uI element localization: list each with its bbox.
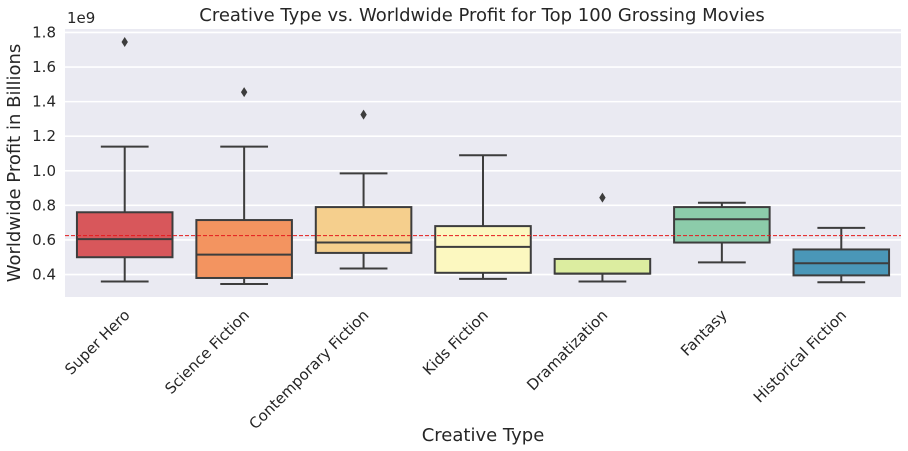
outlier-marker bbox=[240, 87, 248, 98]
x-tick-label: Historical Fiction bbox=[750, 306, 850, 406]
box-group-dramatization bbox=[553, 192, 652, 283]
y-tick-label: 1.2 bbox=[32, 127, 56, 145]
y-tick-labels: 0.4 0.6 0.8 1.0 1.2 1.4 1.6 1.8 bbox=[32, 23, 56, 283]
x-axis-label: Creative Type bbox=[422, 425, 545, 446]
boxes bbox=[75, 36, 891, 286]
y-tick-label: 1.4 bbox=[32, 93, 56, 111]
y-offset-label: 1e9 bbox=[67, 9, 95, 27]
x-tick-label: Contemporary Fiction bbox=[246, 306, 373, 433]
y-tick-label: 1.6 bbox=[32, 58, 56, 76]
box bbox=[75, 211, 174, 259]
x-tick-label: Super Hero bbox=[61, 306, 133, 378]
box-group-science-fiction bbox=[195, 87, 293, 286]
box bbox=[553, 257, 652, 275]
outlier-marker bbox=[360, 109, 367, 120]
chart-title: Creative Type vs. Worldwide Profit for T… bbox=[199, 5, 765, 26]
y-tick-label: 1.8 bbox=[32, 23, 56, 41]
outlier-marker bbox=[121, 36, 128, 47]
box-group-contemporary-fiction bbox=[314, 109, 413, 270]
box bbox=[673, 206, 771, 244]
box-group-fantasy bbox=[673, 201, 771, 264]
x-tick-label: Science Fiction bbox=[161, 306, 253, 398]
box bbox=[314, 206, 413, 254]
box-group-super-hero bbox=[75, 36, 174, 283]
box bbox=[434, 225, 532, 274]
y-tick-label: 1.0 bbox=[32, 162, 56, 180]
x-tick-label: Dramatization bbox=[523, 306, 611, 394]
y-tick-label: 0.6 bbox=[32, 231, 56, 249]
x-tick-label: Kids Fiction bbox=[419, 306, 492, 379]
y-axis-label: Worldwide Profit in Billions bbox=[4, 44, 25, 282]
y-tick-label: 0.8 bbox=[32, 196, 56, 214]
outlier-marker bbox=[599, 192, 606, 203]
box-group-kids-fiction bbox=[434, 154, 532, 280]
x-tick-label: Fantasy bbox=[677, 306, 731, 360]
y-tick-label: 0.4 bbox=[32, 266, 56, 284]
box-group-historical-fiction bbox=[792, 226, 891, 284]
box bbox=[195, 219, 293, 279]
